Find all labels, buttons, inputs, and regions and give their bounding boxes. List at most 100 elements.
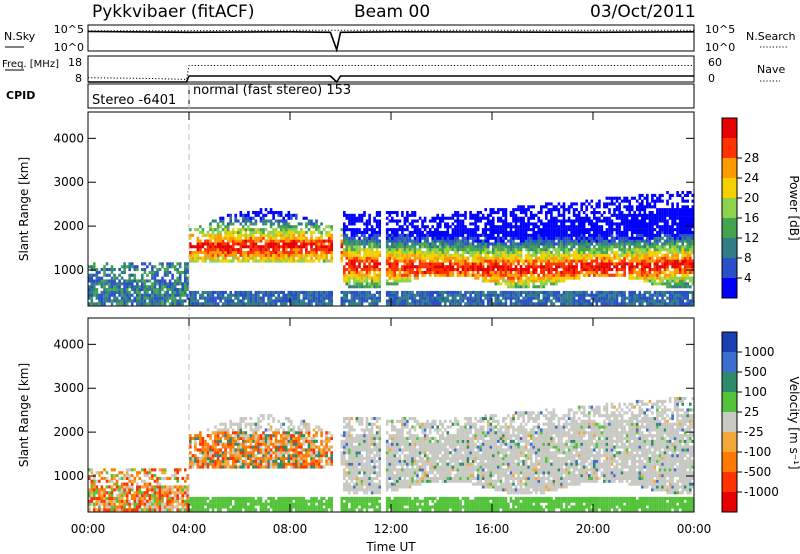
power-cell <box>231 253 235 257</box>
power-cell <box>186 276 190 280</box>
power-cell <box>388 256 392 260</box>
power-cell <box>613 236 616 240</box>
power-cell <box>502 253 505 257</box>
power-cell <box>290 233 293 237</box>
power-cell <box>524 273 528 277</box>
power-cell <box>201 230 205 234</box>
power-cell <box>191 296 195 300</box>
power-cell <box>540 230 543 234</box>
power-cell <box>274 299 278 303</box>
power-cell <box>459 253 462 257</box>
power-cell <box>209 233 212 237</box>
power-cell <box>143 285 147 289</box>
power-cell <box>163 302 167 306</box>
power-cell <box>484 268 487 272</box>
power-cell <box>635 265 639 269</box>
power-cell <box>560 296 563 300</box>
power-cell <box>489 265 493 269</box>
power-cell <box>557 219 561 223</box>
power-cell <box>433 268 437 272</box>
power-cell <box>214 233 217 237</box>
power-cell <box>686 282 689 286</box>
power-cell <box>658 259 662 263</box>
power-cell <box>623 270 626 274</box>
power-cell <box>635 293 639 297</box>
power-cell <box>658 256 662 260</box>
power-cell <box>194 245 197 249</box>
power-cell <box>663 222 667 226</box>
power-cell <box>358 299 361 303</box>
power-cell <box>656 259 659 263</box>
power-cell <box>274 256 278 260</box>
power-cell <box>618 202 621 206</box>
power-cell <box>305 253 308 257</box>
power-cell <box>330 242 333 246</box>
power-cell <box>269 256 273 260</box>
power-cell <box>648 222 652 226</box>
power-cell <box>552 248 556 252</box>
power-cell <box>605 242 609 246</box>
power-cell <box>615 265 619 269</box>
power-cell <box>683 219 687 223</box>
power-cell <box>572 259 576 263</box>
power-cell <box>656 248 659 252</box>
power-cell <box>279 253 283 257</box>
power-cell <box>683 199 687 203</box>
power-cell <box>123 288 126 292</box>
power-cell <box>391 290 394 294</box>
power-cell <box>279 299 283 303</box>
power-cell <box>628 219 631 223</box>
power-cell <box>267 299 270 303</box>
power-cell <box>671 293 674 297</box>
power-cell <box>676 265 679 269</box>
power-cell <box>560 262 563 266</box>
power-cell <box>247 233 250 237</box>
power-cell <box>209 228 212 232</box>
power-cell <box>406 219 409 223</box>
power-cell <box>545 299 548 303</box>
power-cell <box>638 248 642 252</box>
power-cell <box>476 262 480 266</box>
power-cell <box>572 299 576 303</box>
power-cell <box>630 290 634 294</box>
power-cell <box>598 202 601 206</box>
power-cell <box>274 253 278 257</box>
power-cell <box>638 193 642 197</box>
power-cell <box>524 299 528 303</box>
power-cell <box>593 228 596 232</box>
power-cell <box>173 288 177 292</box>
power-cell <box>305 245 308 249</box>
power-cell <box>368 270 371 274</box>
power-cell <box>267 253 270 257</box>
power-cell <box>630 259 634 263</box>
power-cell <box>262 248 265 252</box>
power-cell <box>353 242 356 246</box>
power-cell <box>537 230 540 234</box>
power-cell <box>201 290 205 294</box>
power-cell <box>646 202 649 206</box>
power-cell <box>542 279 546 283</box>
power-cell <box>481 259 485 263</box>
power-cell <box>90 293 94 297</box>
power-cell <box>423 299 427 303</box>
power-cell <box>593 253 596 257</box>
power-cell <box>620 268 624 272</box>
power-cell <box>209 250 212 254</box>
power-cell <box>532 250 535 254</box>
power-cell <box>499 248 503 252</box>
power-cell <box>471 296 475 300</box>
power-cell <box>320 248 323 252</box>
power-cell <box>671 202 674 206</box>
power-cell <box>489 296 493 300</box>
power-cell <box>373 285 376 289</box>
power-cell <box>166 262 169 266</box>
nsearch-label: N.Search <box>746 30 796 43</box>
power-cell <box>633 250 636 254</box>
power-cell <box>658 219 662 223</box>
power-cell <box>641 222 644 226</box>
power-cell <box>529 216 533 220</box>
power-cell <box>537 248 540 252</box>
power-cell <box>635 253 639 257</box>
power-cell <box>237 228 240 232</box>
power-cell <box>646 276 649 280</box>
